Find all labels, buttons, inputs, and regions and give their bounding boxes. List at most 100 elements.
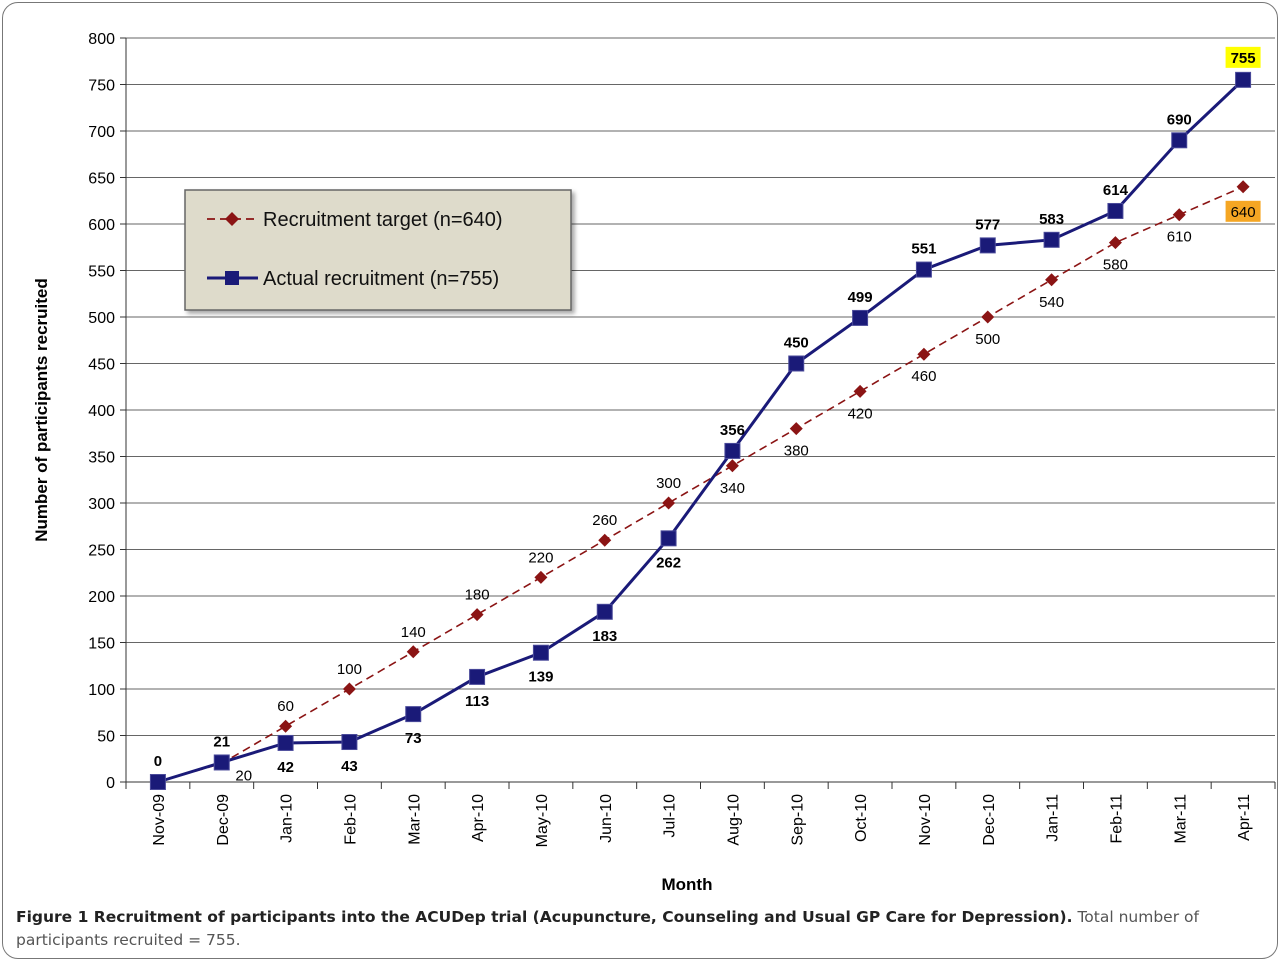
legend-target-diamond-icon	[225, 212, 239, 226]
recruitment-chart: 0501001502002503003504004505005506006507…	[32, 31, 1276, 894]
target-label: 610	[1167, 229, 1192, 246]
target-point	[981, 310, 995, 324]
x-tick-label: Nov-10	[917, 794, 934, 846]
x-tick-label: Feb-10	[342, 794, 359, 845]
x-tick-label: Dec-10	[981, 794, 998, 846]
legend-box	[184, 189, 572, 311]
legend: Recruitment target (n=640) Actual recrui…	[184, 189, 572, 311]
actual-point	[915, 261, 932, 278]
target-point	[853, 384, 867, 398]
actual-label: 577	[975, 216, 1000, 233]
actual-label: 356	[720, 422, 745, 439]
y-tick-label: 300	[88, 496, 115, 513]
target-point	[1108, 236, 1122, 250]
legend-actual-label: Actual recruitment (n=755)	[263, 268, 499, 290]
actual-label: 21	[213, 733, 230, 750]
actual-point	[469, 668, 486, 685]
target-label: 300	[656, 475, 681, 492]
x-tick-label: Mar-11	[1172, 794, 1189, 844]
target-label: 540	[1039, 294, 1064, 311]
x-tick-label: Nov-09	[151, 794, 168, 846]
actual-point	[1171, 132, 1188, 149]
target-label: 180	[465, 587, 490, 604]
y-tick-label: 400	[88, 403, 115, 420]
y-tick-label: 450	[88, 357, 115, 374]
target-point	[598, 533, 612, 547]
actual-label: 113	[465, 693, 489, 710]
actual-label: 262	[656, 554, 681, 571]
actual-label: 450	[784, 335, 809, 352]
target-point	[470, 608, 484, 622]
target-label: 500	[975, 331, 1000, 348]
y-tick-label: 650	[88, 171, 115, 188]
target-point	[279, 719, 293, 733]
actual-label: 690	[1167, 111, 1192, 128]
actual-point	[852, 309, 869, 326]
actual-point	[788, 355, 805, 372]
actual-label: 43	[341, 758, 358, 775]
y-tick-label: 200	[88, 589, 115, 606]
legend-actual-square-icon	[225, 271, 239, 285]
y-tick-label: 700	[88, 124, 115, 141]
y-tick-label: 50	[97, 729, 115, 746]
actual-label: 614	[1103, 182, 1129, 199]
target-line	[157, 186, 1244, 783]
target-label: 380	[784, 443, 809, 460]
x-tick-label: Jan-11	[1045, 794, 1062, 842]
target-label: 20	[235, 767, 252, 784]
actual-label: 499	[848, 289, 873, 306]
y-tick-label: 150	[88, 636, 115, 653]
x-tick-label: Jan-10	[279, 794, 296, 843]
target-label: 220	[528, 549, 553, 566]
y-tick-label: 350	[88, 450, 115, 467]
target-point	[725, 459, 739, 473]
legend-target-label: Recruitment target (n=640)	[263, 209, 503, 231]
y-tick-label: 800	[88, 31, 115, 48]
target-label: 340	[720, 480, 745, 497]
target-point	[342, 682, 356, 696]
target-label: 580	[1103, 257, 1128, 274]
target-point	[1045, 273, 1059, 287]
actual-point	[724, 442, 741, 459]
target-label: 460	[911, 368, 936, 385]
actual-label-highlight	[1225, 46, 1261, 68]
x-tick-label: Jun-10	[598, 794, 615, 843]
x-axis-title: Month	[662, 875, 713, 894]
actual-point	[277, 734, 294, 751]
actual-label: 73	[405, 730, 422, 747]
actual-line	[157, 78, 1245, 784]
x-tick-label: Oct-10	[853, 794, 870, 842]
caption-title: Figure 1 Recruitment of participants int…	[16, 908, 1073, 926]
actual-label: 183	[592, 628, 617, 645]
actual-label: 583	[1039, 211, 1064, 228]
x-tick-label: Jul-10	[662, 794, 679, 838]
target-label: 260	[592, 512, 617, 529]
target-point	[789, 422, 803, 436]
x-tick-label: May-10	[534, 794, 551, 847]
actual-point	[596, 603, 613, 620]
caption-text: Total number of participants recruited =…	[16, 908, 1199, 949]
x-tick-label: Feb-11	[1108, 794, 1125, 844]
target-point	[917, 347, 931, 361]
actual-series	[149, 71, 1252, 790]
actual-label: 755	[1231, 50, 1256, 67]
figure-caption: Figure 1 Recruitment of participants int…	[16, 906, 1266, 952]
target-point	[406, 645, 420, 659]
actual-point	[1107, 202, 1124, 219]
target-label: 100	[337, 661, 362, 678]
x-tick-label: Dec-09	[215, 794, 232, 846]
actual-point	[1043, 231, 1060, 248]
x-tick-label: Sep-10	[789, 794, 806, 846]
target-label-highlight	[1225, 200, 1261, 222]
actual-point	[1235, 71, 1252, 88]
actual-point	[149, 774, 166, 790]
axes: 0501001502002503003504004505005506006507…	[88, 31, 1276, 847]
target-label: 140	[401, 624, 426, 641]
target-point	[662, 496, 676, 510]
actual-point	[979, 237, 996, 254]
actual-label: 42	[277, 759, 294, 776]
y-tick-label: 550	[88, 264, 115, 281]
target-label: 60	[277, 698, 294, 715]
